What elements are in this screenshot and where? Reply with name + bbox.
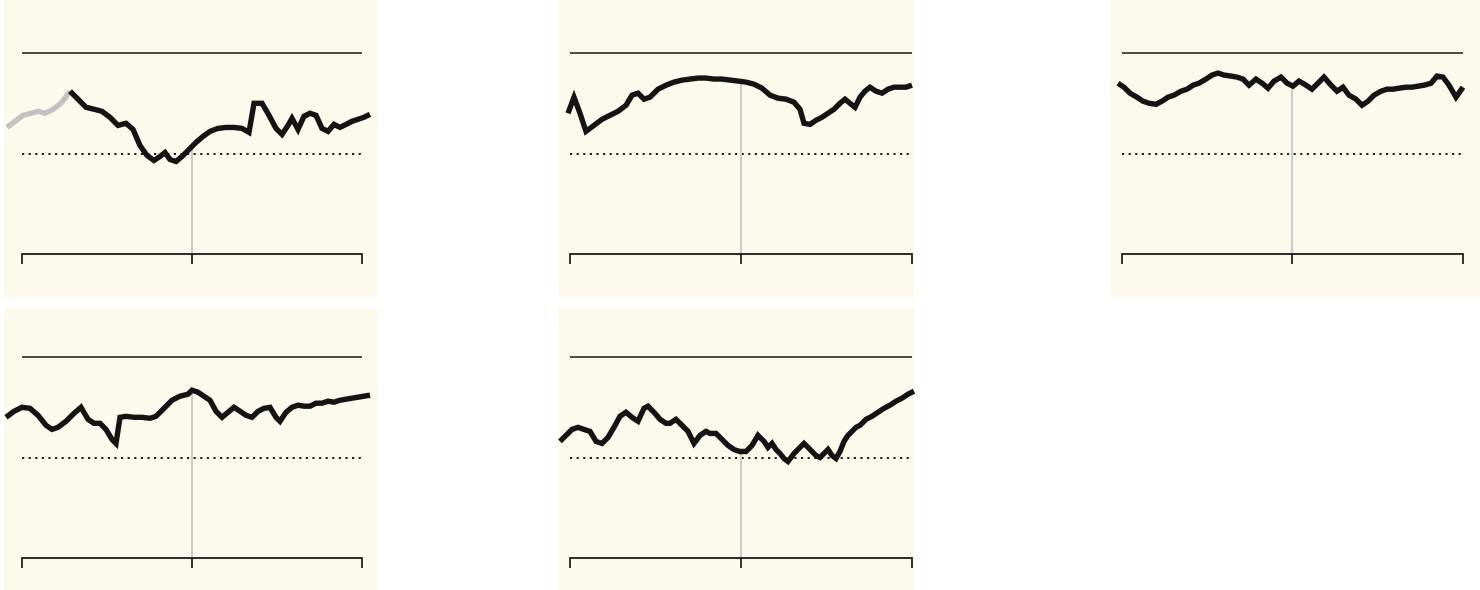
- x-axis-bracket: [569, 253, 913, 264]
- data-line: [1116, 70, 1466, 109]
- sparkline-chart-top-right: [1110, 0, 1480, 297]
- line-chart-svg-top-right: [1116, 52, 1466, 264]
- x-axis-bracket: [1121, 253, 1464, 264]
- line-chart-svg-top-left: [5, 52, 372, 264]
- x-axis-bracket: [21, 557, 363, 568]
- line-chart-svg-bottom-left: [4, 356, 371, 568]
- data-line: [565, 75, 913, 136]
- line-chart-svg-bottom-middle: [558, 356, 915, 568]
- data-line: [558, 388, 915, 466]
- sparkline-chart-bottom-middle: [558, 308, 915, 590]
- data-line: [68, 89, 372, 165]
- x-axis-bracket: [21, 253, 363, 264]
- line-chart-svg-top-middle: [565, 52, 913, 264]
- sparkline-chart-top-middle: [558, 0, 915, 297]
- sparkline-chart-bottom-left: [4, 308, 378, 590]
- data-line: [4, 387, 371, 450]
- data-line-gray-segment: [5, 89, 73, 130]
- sparkline-chart-top-left: [4, 0, 378, 297]
- x-axis-bracket: [569, 557, 913, 568]
